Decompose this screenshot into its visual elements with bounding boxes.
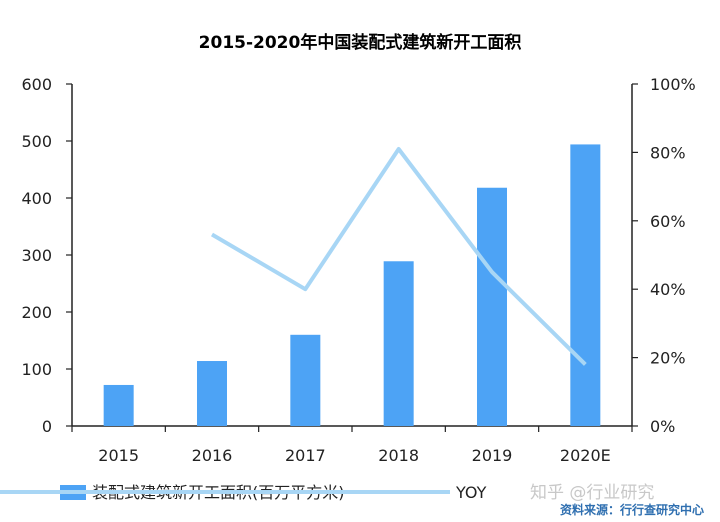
legend-line-label: YOY (455, 483, 487, 502)
left-y-tick-label: 200 (21, 303, 52, 322)
chart-title: 2015-2020年中国装配式建筑新开工面积 (199, 32, 522, 53)
left-y-axis-ticks: 0 100 200 300 400 500 600 (21, 75, 72, 436)
right-y-tick-label: 20% (650, 349, 686, 368)
x-tick-label: 2015 (98, 446, 139, 465)
bar (290, 334, 321, 426)
left-y-tick-label: 100 (21, 360, 52, 379)
bar (570, 144, 601, 427)
right-y-tick-label: 40% (650, 280, 686, 299)
left-y-tick-label: 600 (21, 75, 52, 94)
right-y-tick-label: 100% (650, 75, 696, 94)
left-y-tick-label: 400 (21, 189, 52, 208)
bar (383, 261, 414, 426)
bar (103, 384, 134, 426)
watermark-text: 知乎 @行业研究 (530, 483, 654, 503)
axes (71, 84, 633, 427)
x-tick-label: 2018 (378, 446, 419, 465)
x-tick-label: 2016 (192, 446, 233, 465)
bar (477, 187, 507, 426)
right-y-tick-label: 60% (650, 212, 686, 231)
x-tick-label: 2017 (285, 446, 326, 465)
source-note: 资料来源：行行查研究中心 (560, 502, 704, 517)
legend: 装配式建筑新开工面积(百万平方米) YOY (0, 483, 487, 502)
bar-series (103, 144, 601, 427)
right-y-tick-label: 0% (650, 417, 675, 436)
x-axis-ticks: 2015 2016 2017 2018 2019 2020E (71, 426, 633, 465)
x-tick-label: 2019 (472, 446, 513, 465)
right-y-axis-ticks: 0% 20% 40% 60% 80% 100% (632, 75, 696, 436)
left-y-tick-label: 0 (42, 417, 52, 436)
left-y-tick-label: 500 (21, 132, 52, 151)
x-tick-label: 2020E (560, 446, 611, 465)
yoy-line-series (210, 146, 587, 366)
bar (197, 361, 227, 426)
right-y-tick-label: 80% (650, 143, 686, 162)
left-y-tick-label: 300 (21, 246, 52, 265)
